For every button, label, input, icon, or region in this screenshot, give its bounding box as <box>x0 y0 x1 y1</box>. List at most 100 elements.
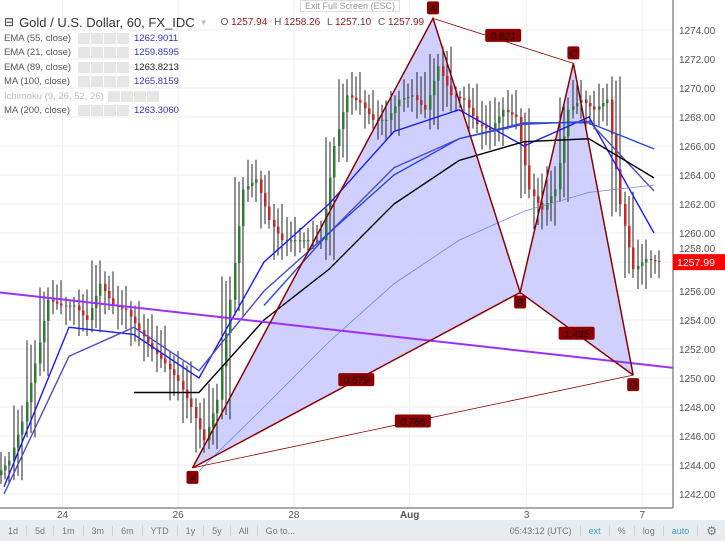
range-1m[interactable]: 1m <box>54 525 84 536</box>
eye-icon[interactable] <box>78 61 90 73</box>
plus-icon[interactable] <box>104 76 116 88</box>
candle-body <box>134 316 137 324</box>
indicator-buttons[interactable] <box>78 76 134 88</box>
candle-body <box>329 177 332 209</box>
price-chart[interactable]: 1242.00 1244.00 1246.00 1248.00 1250.00 1252.… <box>0 0 725 520</box>
collapse-icon[interactable]: ⊟ <box>4 15 15 29</box>
candle-body <box>221 366 224 400</box>
indicator-row[interactable]: MA (200, close) 1263.3060 <box>4 104 428 119</box>
close-icon[interactable] <box>117 105 129 117</box>
gear-icon[interactable] <box>91 61 103 73</box>
gear-icon[interactable] <box>120 90 133 102</box>
eye-icon[interactable] <box>78 76 90 88</box>
pattern-point-b: B <box>514 295 527 309</box>
candle-body <box>576 102 579 107</box>
plus-icon[interactable] <box>104 32 116 44</box>
range-3m[interactable]: 3m <box>84 525 114 536</box>
go-to-button[interactable]: Go to... <box>265 525 296 536</box>
candle-body <box>433 80 436 96</box>
candle-body <box>645 259 648 263</box>
range-1y[interactable]: 1y <box>178 525 205 536</box>
indicator-row[interactable]: EMA (55, close) 1262.9011 <box>4 31 428 46</box>
candle-body <box>550 196 553 204</box>
candle-body <box>511 112 514 115</box>
indicator-buttons[interactable] <box>107 90 164 102</box>
eye-icon[interactable] <box>78 47 90 59</box>
label-text: A <box>429 4 437 15</box>
candle-body <box>234 262 237 300</box>
gear-icon[interactable] <box>91 47 103 59</box>
candle-body <box>164 358 167 364</box>
candle-body <box>394 106 397 114</box>
candle-body <box>212 413 215 427</box>
symbol-title[interactable]: Gold / U.S. Dollar, 60, FX_IDC <box>19 14 195 30</box>
candle-body <box>611 99 614 135</box>
close-icon[interactable] <box>117 76 129 88</box>
candle-body <box>346 95 349 113</box>
candle-body <box>342 112 345 130</box>
indicator-row[interactable]: EMA (89, close) 1263.8213 <box>4 60 428 75</box>
range-1d[interactable]: 1d <box>0 525 28 536</box>
label-text: C <box>570 49 578 60</box>
candle-body <box>429 95 432 110</box>
indicator-buttons[interactable] <box>78 105 134 117</box>
auto-toggle[interactable]: auto <box>664 525 699 536</box>
candle-body <box>229 299 232 334</box>
ohlc-readout: O 1257.94 H 1258.26 L 1257.10 C 1257.99 <box>220 16 425 28</box>
eye-icon[interactable] <box>78 32 90 44</box>
label-bg <box>186 470 199 484</box>
candle-body <box>498 116 501 124</box>
gear-icon[interactable] <box>91 105 103 117</box>
candle-body <box>554 189 557 197</box>
candle-body <box>268 206 271 220</box>
ext-toggle[interactable]: ext <box>581 525 610 536</box>
percent-toggle[interactable]: % <box>610 525 635 536</box>
label-text: 0.821 <box>491 31 516 42</box>
close-icon[interactable] <box>146 90 159 102</box>
close-icon[interactable] <box>117 32 129 44</box>
label-text: B <box>517 298 524 309</box>
close-icon[interactable] <box>117 47 129 59</box>
chevron-down-icon[interactable]: ▼ <box>199 17 208 27</box>
candle-body <box>628 225 631 248</box>
ratio-label: 0.786 <box>394 414 431 428</box>
log-toggle[interactable]: log <box>635 525 664 536</box>
range-5y[interactable]: 5y <box>204 525 231 536</box>
indicator-row[interactable]: EMA (21, close) 1259.8595 <box>4 46 428 61</box>
range-6m[interactable]: 6m <box>113 525 143 536</box>
gear-icon[interactable] <box>91 76 103 88</box>
candle-body <box>541 203 544 210</box>
candle-body <box>216 399 219 414</box>
indicator-buttons[interactable] <box>78 61 134 73</box>
indicator-row[interactable]: Ichimoku (9, 26, 52, 26) <box>4 89 428 104</box>
eye-icon[interactable] <box>107 90 120 102</box>
candle-body <box>632 247 635 270</box>
plus-icon[interactable] <box>104 105 116 117</box>
exit-fullscreen-button[interactable]: Exit Full Screen (ESC) <box>300 0 401 12</box>
candle-body <box>520 117 523 142</box>
plus-icon[interactable] <box>104 47 116 59</box>
candle-body <box>108 291 111 299</box>
candle-body <box>13 447 16 461</box>
label-text: X <box>188 473 196 484</box>
x-tick-label: Aug <box>400 510 419 520</box>
close-icon[interactable] <box>117 61 129 73</box>
plus-icon[interactable] <box>104 61 116 73</box>
indicator-buttons[interactable] <box>78 32 134 44</box>
candle-body <box>416 95 419 101</box>
gear-icon[interactable]: ⚙ <box>706 523 717 538</box>
eye-icon[interactable] <box>78 105 90 117</box>
range-ytd[interactable]: YTD <box>143 525 178 536</box>
pattern-point-x: X <box>186 470 199 484</box>
indicator-row[interactable]: MA (100, close) 1265.8159 <box>4 75 428 90</box>
range-all[interactable]: All <box>231 525 258 536</box>
candle-body <box>130 309 133 317</box>
plus-icon[interactable] <box>133 90 146 102</box>
candle-body <box>468 99 471 108</box>
indicator-value: 1259.8595 <box>134 47 179 59</box>
range-5d[interactable]: 5d <box>27 525 55 536</box>
indicator-buttons[interactable] <box>78 47 134 59</box>
gear-icon[interactable] <box>91 32 103 44</box>
indicator-name: EMA (21, close) <box>4 47 72 59</box>
y-tick-label: 1272.00 <box>679 55 716 66</box>
